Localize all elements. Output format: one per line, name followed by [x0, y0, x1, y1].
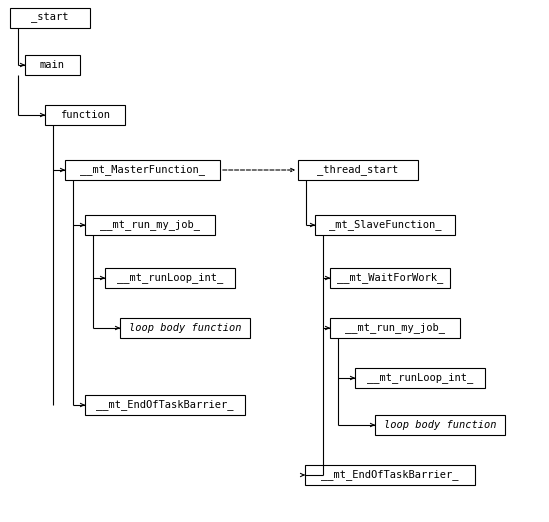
Bar — [330, 318, 460, 338]
Bar — [330, 268, 450, 288]
Bar — [298, 160, 418, 180]
Bar — [85, 395, 245, 415]
Bar — [375, 415, 505, 435]
Text: __mt_run_my_job_: __mt_run_my_job_ — [345, 323, 445, 334]
Text: __mt_runLoop_int_: __mt_runLoop_int_ — [367, 373, 473, 384]
Bar — [105, 268, 235, 288]
Text: loop body function: loop body function — [384, 420, 496, 430]
Bar — [305, 465, 475, 485]
Bar — [65, 160, 220, 180]
Text: main: main — [40, 60, 65, 70]
Text: _start: _start — [31, 13, 69, 23]
Bar — [85, 215, 215, 235]
Bar — [10, 8, 90, 28]
Text: __mt_WaitForWork_: __mt_WaitForWork_ — [337, 272, 443, 283]
Bar — [315, 215, 455, 235]
Text: _thread_start: _thread_start — [317, 164, 399, 175]
Text: loop body function: loop body function — [129, 323, 241, 333]
Text: __mt_run_my_job_: __mt_run_my_job_ — [100, 220, 200, 230]
Bar — [120, 318, 250, 338]
Bar — [45, 105, 125, 125]
Bar — [355, 368, 485, 388]
Text: __mt_MasterFunction_: __mt_MasterFunction_ — [80, 164, 205, 175]
Bar — [25, 55, 80, 75]
Text: __mt_runLoop_int_: __mt_runLoop_int_ — [117, 272, 223, 283]
Text: __mt_EndOfTaskBarrier_: __mt_EndOfTaskBarrier_ — [96, 399, 234, 410]
Text: __mt_EndOfTaskBarrier_: __mt_EndOfTaskBarrier_ — [321, 470, 459, 480]
Text: _mt_SlaveFunction_: _mt_SlaveFunction_ — [329, 220, 441, 230]
Text: function: function — [60, 110, 110, 120]
